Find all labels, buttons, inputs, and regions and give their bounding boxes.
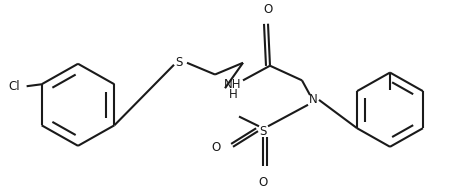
Text: O: O — [258, 176, 268, 189]
Text: S: S — [175, 56, 183, 69]
Text: NH: NH — [224, 78, 242, 91]
Text: S: S — [259, 125, 267, 138]
Text: H: H — [229, 88, 237, 101]
Text: Cl: Cl — [8, 80, 20, 93]
Text: O: O — [263, 3, 273, 16]
Text: O: O — [212, 141, 221, 154]
Text: N: N — [309, 93, 318, 106]
